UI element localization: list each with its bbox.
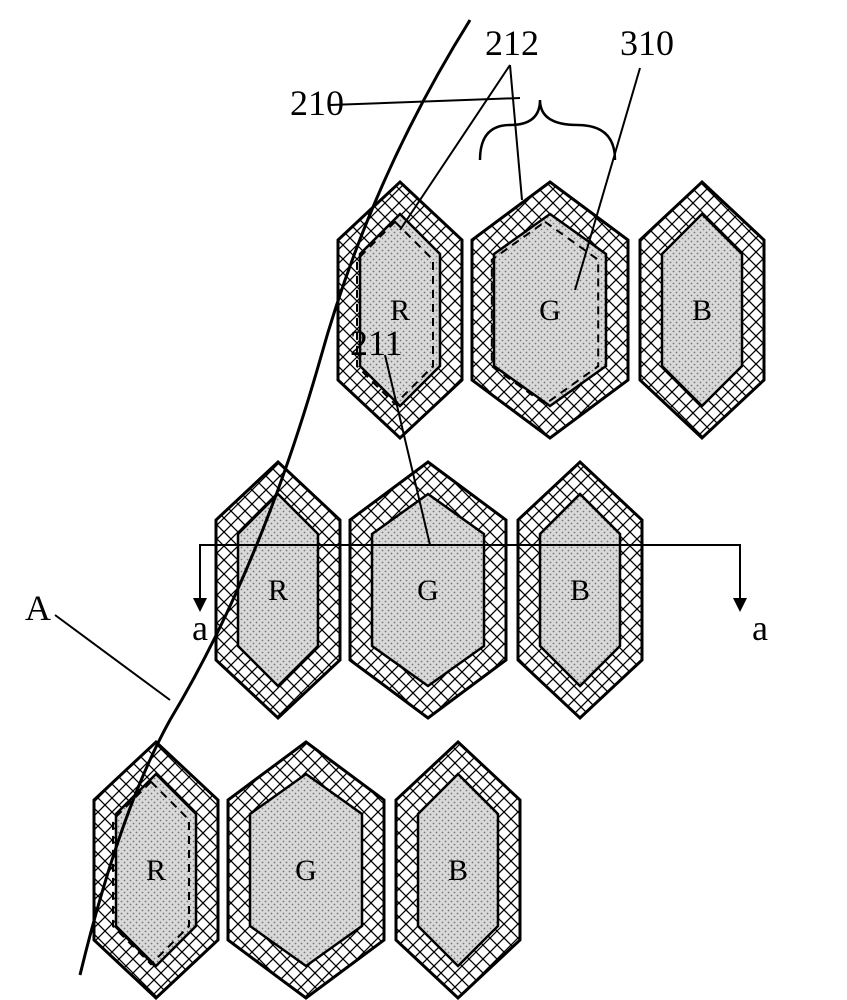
label-A: A: [25, 588, 51, 628]
label-a-right: a: [752, 608, 768, 648]
label-212: 212: [485, 23, 539, 63]
label-310: 310: [620, 23, 674, 63]
pixel-B: B: [396, 742, 520, 998]
pixel-G: G: [350, 462, 506, 718]
pixel-R: R: [338, 182, 462, 438]
lead-212-b: [510, 65, 522, 200]
pixel-G: G: [228, 742, 384, 998]
label-a-left: a: [192, 608, 208, 648]
pixel-R: R: [216, 462, 340, 718]
pixel-G: G: [472, 182, 628, 438]
pixel-label-G: G: [539, 294, 561, 327]
pixel-label-R: R: [146, 854, 166, 887]
pixel-label-B: B: [692, 294, 712, 327]
pixel-B: B: [640, 182, 764, 438]
pixel-R: R: [94, 742, 218, 998]
lead-212: [400, 65, 510, 230]
label-211: 211: [350, 323, 403, 363]
pixel-label-B: B: [448, 854, 468, 887]
label-210: 210: [290, 83, 344, 123]
brace-210: [480, 100, 615, 160]
pixel-label-G: G: [417, 574, 439, 607]
pixel-B: B: [518, 462, 642, 718]
lead-A: [55, 615, 170, 700]
pixel-label-G: G: [295, 854, 317, 887]
pixel-label-B: B: [570, 574, 590, 607]
pixel-label-R: R: [268, 574, 288, 607]
